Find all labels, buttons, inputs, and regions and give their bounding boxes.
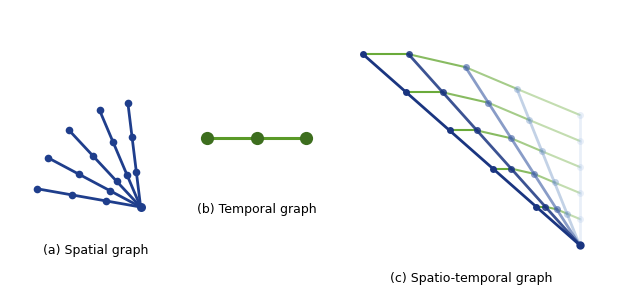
Text: (b) Temporal graph: (b) Temporal graph xyxy=(197,203,316,216)
Text: (c) Spatio-temporal graph: (c) Spatio-temporal graph xyxy=(390,272,552,285)
Text: (a) Spatial graph: (a) Spatial graph xyxy=(43,244,148,257)
